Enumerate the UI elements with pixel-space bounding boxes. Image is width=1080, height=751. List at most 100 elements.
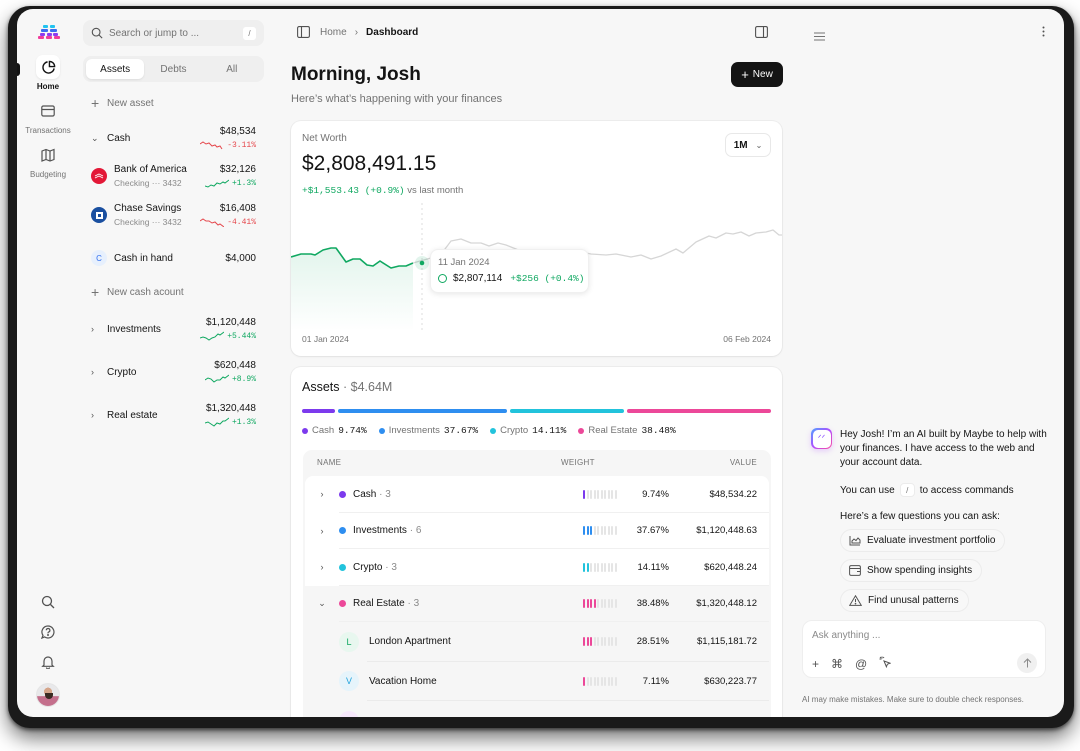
tab-all[interactable]: All <box>226 63 238 75</box>
menu-icon <box>814 32 825 41</box>
command-icon[interactable]: ⌘ <box>831 656 844 671</box>
active-indicator <box>17 63 20 76</box>
tab-assets[interactable]: Assets <box>86 59 145 79</box>
net-worth-change: +$1,553.43 (+0.9%) vs last month <box>302 185 463 196</box>
user-menu[interactable] <box>17 683 79 707</box>
account-group-crypto[interactable]: › Crypto $620,448 +8.9% <box>91 360 256 384</box>
account-chase-savings[interactable]: Chase Savings Checking ··· 3432 $16,408 … <box>91 203 256 227</box>
change-amount: +$1,553.43 (+0.9%) <box>302 185 405 196</box>
suggestion-evaluate-portfolio[interactable]: Evaluate investment portfolio <box>840 529 1006 552</box>
account-value: $32,126 <box>219 164 256 175</box>
account-cash-in-hand[interactable]: C Cash in hand $4,000 <box>91 250 256 266</box>
left-rail: Home Transactions Budgeting <box>17 9 79 717</box>
net-worth-value: $2,808,491.15 <box>302 152 437 175</box>
column-weight: WEIGHT <box>561 458 595 467</box>
slash-key: / <box>899 483 915 497</box>
suggestion-spending-insights[interactable]: Show spending insights <box>840 559 983 582</box>
row-value: $1,115,181.72 <box>696 636 757 648</box>
new-asset-button[interactable]: + New asset <box>91 95 154 111</box>
legend-item: Real Estate 38.48% <box>578 425 676 436</box>
real-estate-children: L London Apartment 28.51% $1,115,181.72 … <box>305 622 769 717</box>
new-cash-account-label: New cash acount <box>107 286 184 298</box>
chevron-right-icon: › <box>91 324 94 334</box>
group-value: $48,534 <box>219 126 256 137</box>
credit-card-icon <box>36 99 60 123</box>
account-group-investments[interactable]: › Investments $1,120,448 +5.44% <box>91 317 256 341</box>
help-button[interactable] <box>17 625 79 639</box>
legend-item: Crypto 14.11% <box>490 425 566 436</box>
row-weight: 7.11% <box>642 675 669 687</box>
rail-label: Home <box>36 82 60 91</box>
legend-item: Investments 37.67% <box>378 425 478 436</box>
rail-item-home[interactable]: Home <box>17 55 79 91</box>
plus-icon: + <box>741 67 749 82</box>
row-value: $48,534.22 <box>709 488 757 500</box>
chevron-down-icon: ⌄ <box>755 140 763 150</box>
table-header: NAME WEIGHT VALUE <box>303 450 771 475</box>
arrow-up-icon <box>1023 658 1031 668</box>
attach-plus-icon[interactable]: + <box>812 656 820 671</box>
assets-total: $4.64M <box>350 380 393 394</box>
chat-input[interactable] <box>812 630 1032 641</box>
send-button[interactable] <box>1017 653 1037 673</box>
table-row-cash[interactable]: › Cash · 3 9.74% $48,534.22 <box>305 476 769 513</box>
sidebar-toggle-icon[interactable] <box>297 26 310 38</box>
chevron-right-icon: › <box>320 489 324 500</box>
period-select[interactable]: 1M ⌄ <box>725 133 771 157</box>
tab-debts[interactable]: Debts <box>160 63 187 75</box>
search-input[interactable]: Search or jump to ... / <box>83 20 264 46</box>
group-name: Investments <box>107 323 161 335</box>
breadcrumb-home[interactable]: Home <box>320 26 347 38</box>
maybe-logo-icon[interactable] <box>38 25 60 39</box>
search-button[interactable] <box>17 595 79 609</box>
map-icon <box>36 143 60 167</box>
row-weight: 14.11% <box>637 561 669 573</box>
x-axis-end: 06 Feb 2024 <box>723 334 771 344</box>
account-bank-of-america[interactable]: Bank of America Checking ··· 3432 $32,12… <box>91 164 256 188</box>
net-worth-card: Net Worth $2,808,491.15 +$1,553.43 (+0.9… <box>291 121 782 356</box>
group-value: $1,320,448 <box>205 403 256 414</box>
row-value: $620,448.24 <box>704 561 757 573</box>
chevron-right-icon: › <box>91 410 94 420</box>
more-options-button[interactable] <box>1042 26 1045 40</box>
table-row-london-apartment[interactable]: L London Apartment 28.51% $1,115,181.72 <box>305 622 769 662</box>
weight-bars <box>583 526 619 536</box>
account-group-real-estate[interactable]: › Real estate $1,320,448 +1.3% <box>91 403 256 427</box>
suggestion-unusual-patterns[interactable]: Find unusal patterns <box>840 589 969 612</box>
account-change: +1.3% <box>231 178 256 188</box>
table-row-investments[interactable]: › Investments · 6 37.67% $1,120,448.63 <box>305 513 769 550</box>
avatar <box>36 683 60 707</box>
change-suffix: vs last month <box>407 185 464 196</box>
weight-bars <box>583 599 619 609</box>
chat-menu-button[interactable] <box>814 28 825 46</box>
assets-card: Assets · $4.64M Cash 9.74% Investments 37.… <box>291 367 782 717</box>
magic-cursor-icon[interactable] <box>879 656 892 671</box>
rail-item-budgeting[interactable]: Budgeting <box>17 143 79 179</box>
table-row-crypto[interactable]: › Crypto · 3 14.11% $620,448.24 <box>305 549 769 586</box>
net-worth-chart[interactable] <box>291 201 782 331</box>
group-change: +1.3% <box>231 417 256 427</box>
search-icon <box>91 27 103 39</box>
new-button[interactable]: + New <box>731 62 783 87</box>
chase-logo-icon <box>91 207 107 223</box>
help-chat-icon <box>41 625 55 639</box>
more-vertical-icon <box>1042 26 1045 37</box>
pie-chart-icon <box>36 55 60 79</box>
notifications-button[interactable] <box>17 655 79 669</box>
table-row-vacation-home[interactable]: V Vacation Home 7.11% $630,223.77 <box>305 662 769 702</box>
row-name: London Apartment <box>369 636 451 648</box>
mention-at-icon[interactable]: @ <box>855 656 868 671</box>
panel-toggle-icon[interactable] <box>755 26 768 38</box>
commands-hint: You can use / to access commands <box>840 483 1014 497</box>
alloc-segment-crypto <box>510 409 624 413</box>
column-name: NAME <box>317 458 342 467</box>
chevron-down-icon: ⌄ <box>91 132 99 143</box>
ai-disclaimer: AI may make mistakes. Make sure to doubl… <box>802 695 1024 704</box>
account-group-cash[interactable]: ⌄ Cash $48,534 -3.11% <box>91 126 256 150</box>
search-placeholder: Search or jump to ... <box>109 27 200 39</box>
warning-icon <box>849 595 862 606</box>
net-worth-label: Net Worth <box>302 133 347 144</box>
new-cash-account-button[interactable]: + New cash acount <box>91 284 184 300</box>
rail-item-transactions[interactable]: Transactions <box>17 99 79 135</box>
table-row-real-estate[interactable]: ⌄ Real Estate · 3 38.48% $1,320,448.12 <box>305 585 769 622</box>
